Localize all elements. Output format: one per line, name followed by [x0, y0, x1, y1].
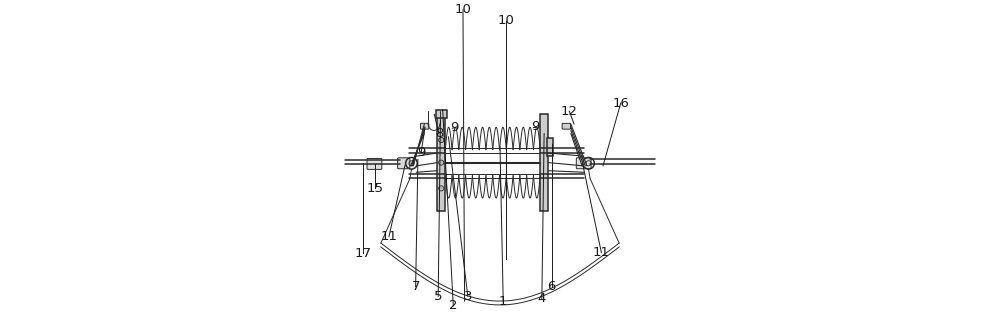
- FancyBboxPatch shape: [367, 158, 382, 169]
- Text: 9: 9: [450, 121, 458, 134]
- Text: 4: 4: [538, 292, 546, 305]
- Text: 10: 10: [498, 14, 515, 27]
- Text: 8: 8: [435, 127, 443, 140]
- Text: 9: 9: [417, 147, 425, 160]
- Circle shape: [439, 186, 444, 191]
- FancyBboxPatch shape: [398, 158, 410, 169]
- Text: 6: 6: [547, 280, 556, 293]
- Text: 10: 10: [455, 3, 471, 16]
- FancyBboxPatch shape: [436, 111, 447, 118]
- FancyBboxPatch shape: [420, 124, 429, 129]
- Text: 3: 3: [464, 290, 472, 303]
- Text: 9: 9: [531, 120, 540, 133]
- Text: 17: 17: [355, 247, 372, 260]
- Bar: [437, 114, 445, 211]
- FancyBboxPatch shape: [562, 124, 571, 129]
- Text: 5: 5: [434, 290, 442, 303]
- FancyBboxPatch shape: [576, 158, 591, 169]
- FancyBboxPatch shape: [547, 138, 553, 156]
- Text: 2: 2: [449, 299, 458, 312]
- Text: 15: 15: [367, 182, 384, 195]
- Text: 1: 1: [499, 294, 507, 307]
- Text: 7: 7: [411, 280, 420, 293]
- Circle shape: [439, 137, 444, 143]
- Circle shape: [439, 160, 444, 165]
- Text: 11: 11: [593, 246, 610, 259]
- Bar: [540, 114, 548, 211]
- Text: 12: 12: [561, 105, 578, 118]
- Text: 11: 11: [380, 230, 397, 243]
- Text: 16: 16: [612, 97, 629, 110]
